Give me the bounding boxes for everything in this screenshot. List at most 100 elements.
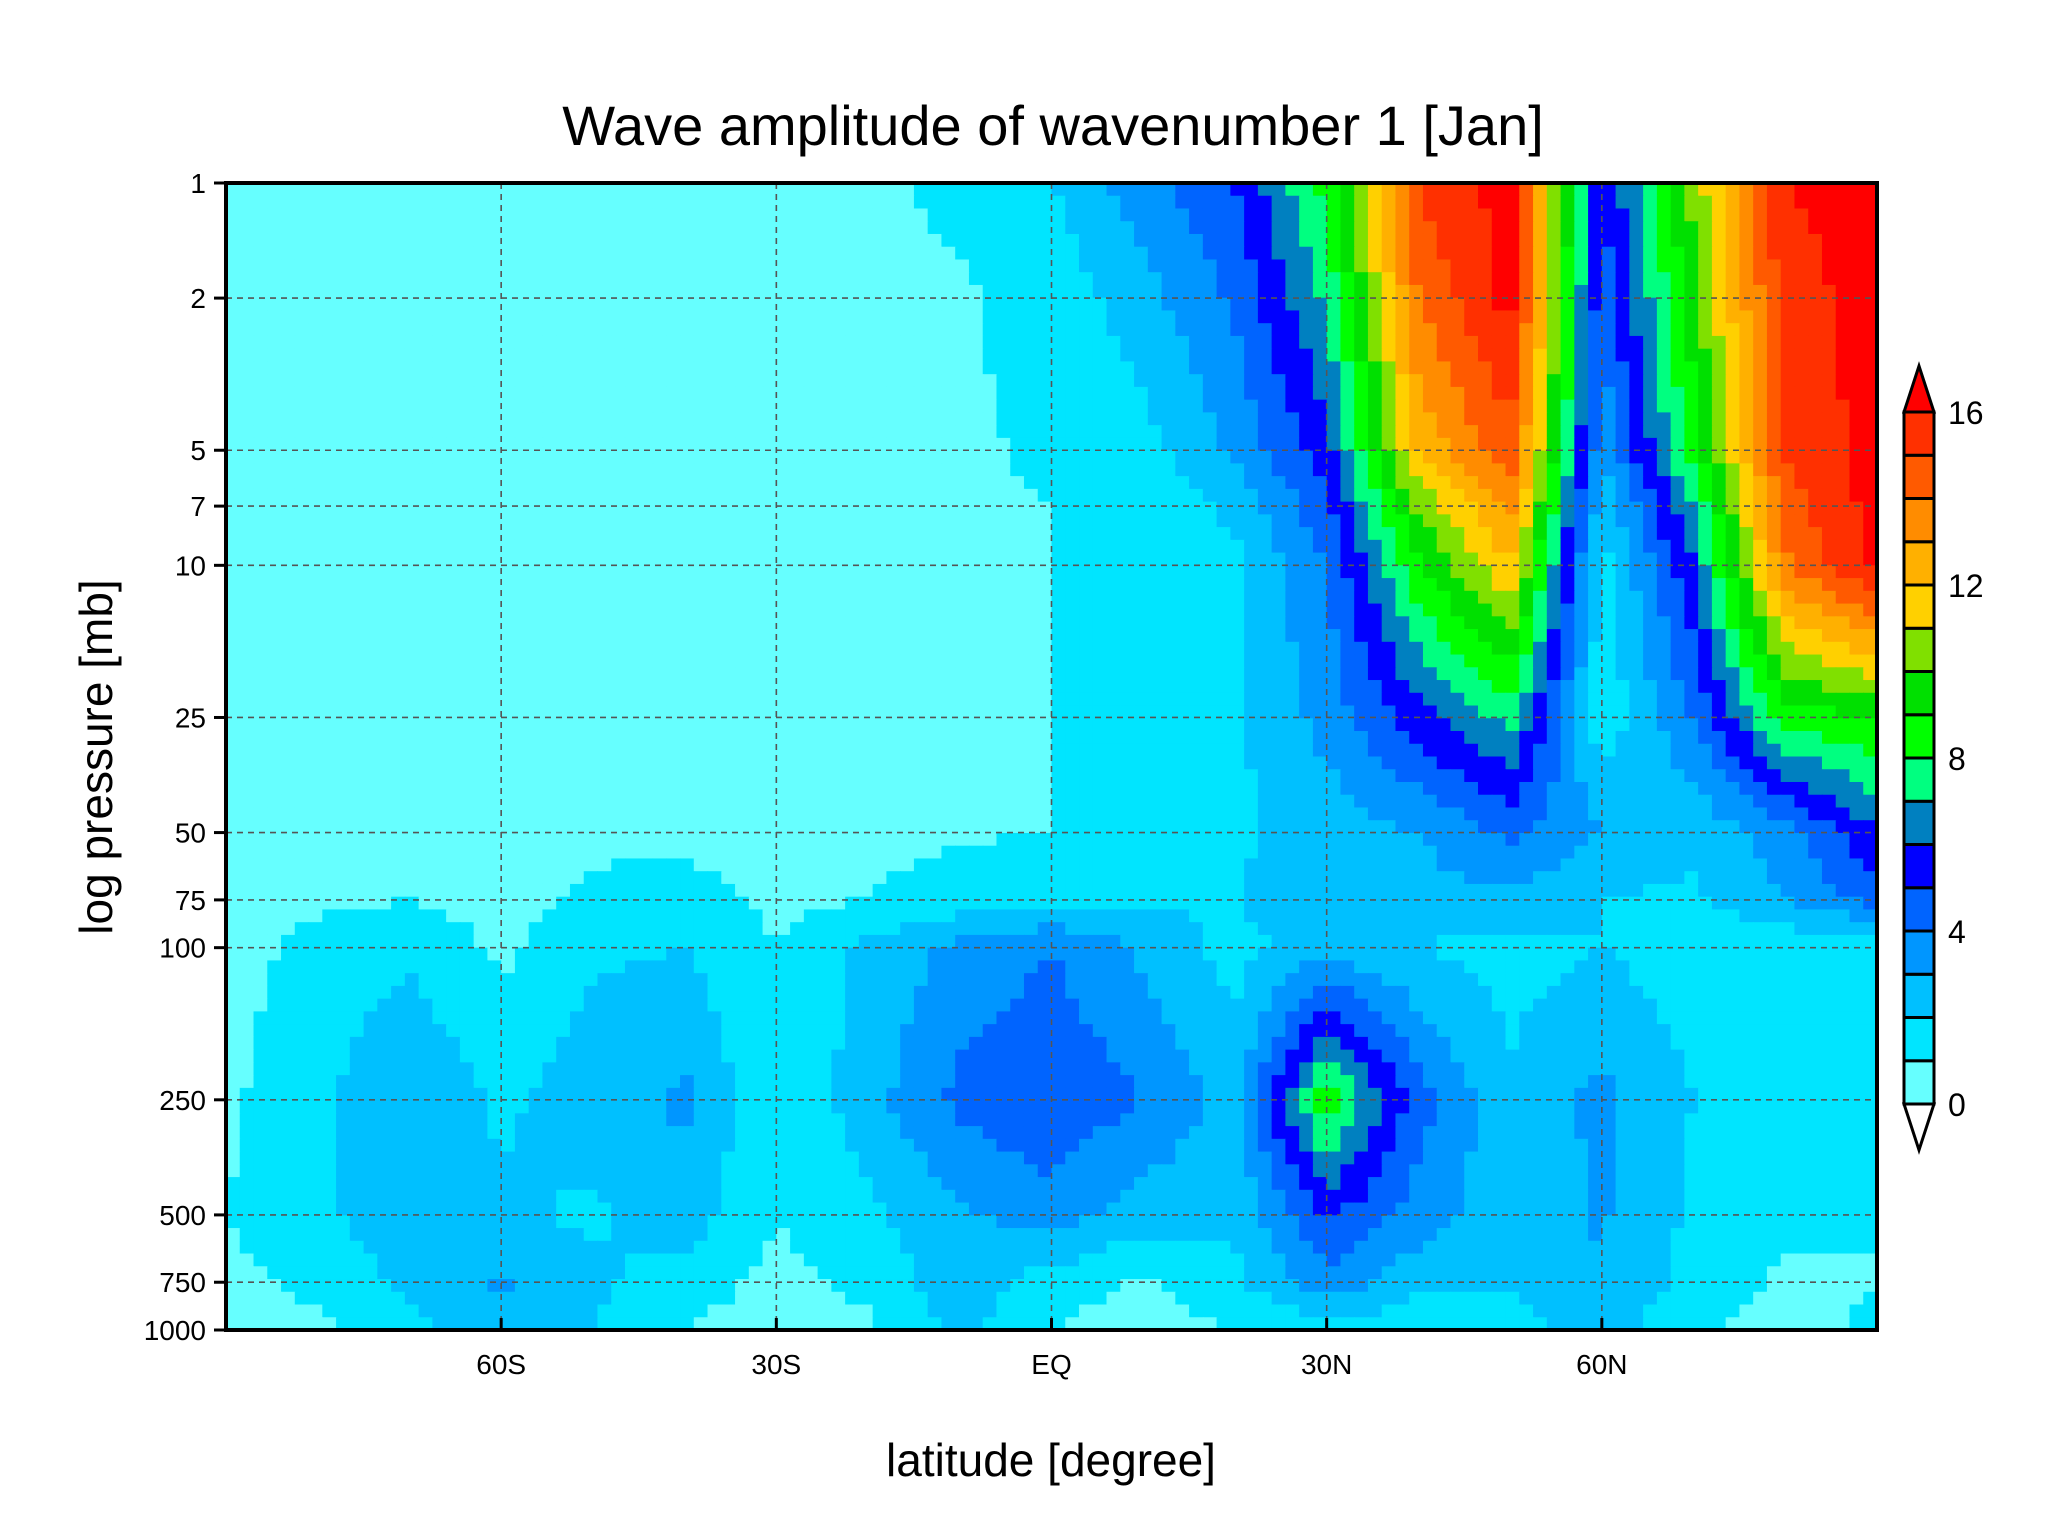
heatmap-cell [418, 259, 433, 273]
heatmap-cell [1010, 705, 1025, 719]
heatmap-cell [1175, 233, 1190, 248]
heatmap-cell [391, 539, 406, 554]
heatmap-cell [1863, 463, 1878, 477]
heatmap-cell [1092, 616, 1108, 630]
heatmap-cell [1010, 323, 1025, 337]
heatmap-cell [226, 374, 241, 388]
heatmap-cell [996, 616, 1011, 630]
heatmap-cell [1079, 667, 1094, 681]
heatmap-cell [1079, 680, 1094, 694]
heatmap-cell [446, 629, 461, 643]
heatmap-cell [955, 246, 970, 261]
heatmap-cell [1643, 552, 1658, 566]
heatmap-cell [707, 183, 722, 197]
heatmap-cell [762, 552, 777, 566]
heatmap-cell [322, 183, 337, 197]
heatmap-cell [377, 565, 392, 579]
heatmap-cell [542, 233, 557, 248]
heatmap-cell [1422, 476, 1438, 490]
heatmap-cell [748, 514, 764, 528]
heatmap-cell [955, 705, 970, 719]
heatmap-cell [707, 323, 722, 337]
heatmap-cell [1065, 412, 1080, 426]
heatmap-cell [583, 590, 599, 605]
heatmap-cell [1422, 552, 1438, 566]
heatmap-cell [735, 616, 750, 630]
heatmap-cell [583, 629, 599, 643]
heatmap-cell [1147, 476, 1163, 490]
heatmap-cell [817, 284, 832, 299]
heatmap-cell [1684, 272, 1699, 286]
heatmap-cell [1106, 272, 1121, 286]
heatmap-cell [226, 629, 241, 643]
heatmap-cell [267, 221, 282, 235]
heatmap-cell [1106, 476, 1121, 490]
heatmap-cell [1079, 374, 1094, 388]
heatmap-cell [707, 476, 722, 490]
heatmap-cell [1189, 374, 1204, 388]
heatmap-cell [322, 527, 337, 541]
heatmap-cell [1010, 590, 1025, 605]
heatmap-cell [432, 641, 447, 656]
heatmap-cell [955, 488, 970, 503]
heatmap-cell [1230, 323, 1245, 337]
heatmap-cell [1381, 284, 1397, 299]
heatmap-cell [1478, 629, 1493, 643]
heatmap-cell [1766, 437, 1782, 452]
heatmap-cell [404, 221, 420, 235]
heatmap-cell [501, 233, 516, 248]
heatmap-cell [1175, 590, 1190, 605]
heatmap-cell [459, 514, 475, 528]
heatmap-cell [1230, 514, 1245, 528]
heatmap-cell [1216, 565, 1231, 579]
heatmap-cell [1753, 386, 1768, 401]
heatmap-cell [501, 488, 516, 503]
heatmap-cell [1725, 488, 1741, 503]
heatmap-cell [473, 425, 489, 439]
heatmap-cell [1821, 335, 1837, 350]
heatmap-cell [1601, 578, 1617, 592]
heatmap-cell [1340, 641, 1355, 656]
heatmap-cell [1684, 616, 1699, 630]
heatmap-cell [1312, 565, 1328, 579]
heatmap-cell [1230, 692, 1245, 707]
heatmap-cell [666, 348, 681, 363]
heatmap-cell [968, 335, 984, 350]
heatmap-cell [611, 705, 626, 719]
heatmap-cell [1312, 425, 1328, 439]
heatmap-cell [652, 450, 667, 464]
heatmap-cell [790, 323, 805, 337]
heatmap-cell [1753, 284, 1768, 299]
heatmap-cell [1244, 488, 1259, 503]
heatmap-cell [1271, 450, 1286, 464]
heatmap-cell [1670, 437, 1685, 452]
heatmap-cell [1574, 348, 1589, 363]
heatmap-cell [597, 578, 612, 592]
heatmap-cell [294, 476, 310, 490]
heatmap-cell [1106, 425, 1121, 439]
heatmap-cell [1134, 310, 1149, 324]
heatmap-cell [1753, 272, 1768, 286]
heatmap-cell [391, 425, 406, 439]
heatmap-cell [858, 692, 874, 707]
heatmap-cell [652, 284, 667, 299]
heatmap-cell [680, 501, 695, 515]
heatmap-cell [363, 450, 378, 464]
heatmap-cell [886, 323, 901, 337]
heatmap-cell [611, 399, 626, 413]
heatmap-cell [1422, 284, 1438, 299]
heatmap-cell [1106, 284, 1121, 299]
heatmap-cell [955, 399, 970, 413]
heatmap-cell [1175, 705, 1190, 719]
heatmap-cell [487, 692, 502, 707]
heatmap-cell [446, 374, 461, 388]
heatmap-cell [1821, 348, 1837, 363]
heatmap-cell [501, 208, 516, 222]
heatmap-cell [748, 476, 764, 490]
heatmap-cell [253, 284, 268, 299]
heatmap-cell [1147, 578, 1163, 592]
heatmap-cell [253, 463, 268, 477]
heatmap-cell [1312, 246, 1328, 261]
heatmap-cell [281, 692, 296, 707]
heatmap-cell [1367, 183, 1383, 197]
